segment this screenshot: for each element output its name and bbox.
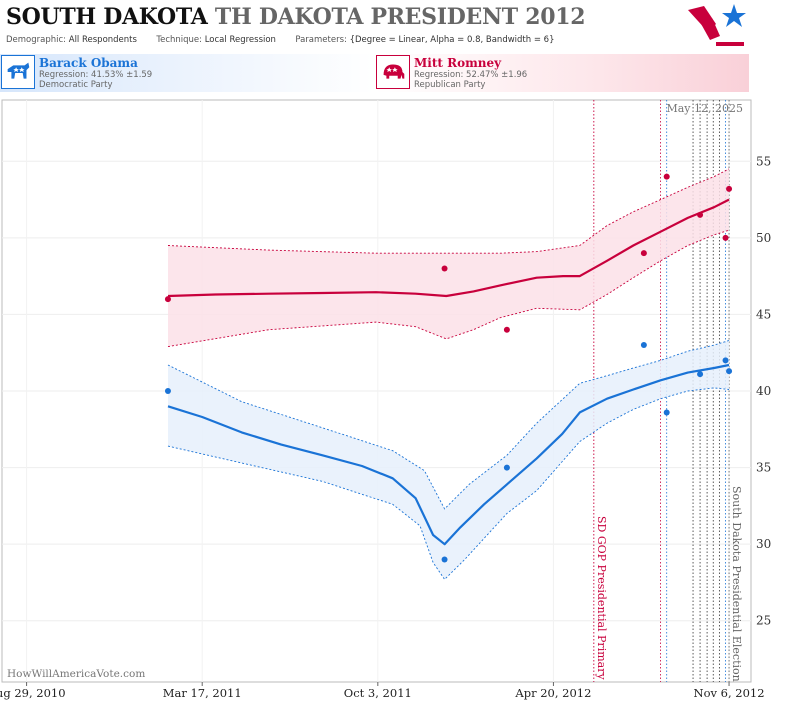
obama-regression-line <box>167 363 730 546</box>
romney-poll-point <box>164 296 171 303</box>
event-label: South Dakota Presidential Election <box>730 486 743 682</box>
header: SOUTH DAKOTA TH DAKOTA PRESIDENT 2012 De… <box>0 0 789 52</box>
date-label: May 12, 2025 <box>666 102 743 115</box>
watermark: HowWillAmericaVote.com <box>7 668 145 680</box>
romney-lower-bound <box>167 229 730 348</box>
obama-poll-point <box>640 342 647 349</box>
demographic-value: All Respondents <box>68 35 137 45</box>
y-tick-label: 25 <box>756 614 771 628</box>
romney-upper-bound <box>167 168 730 254</box>
dem-party: Democratic Party <box>39 80 113 90</box>
demographic-label: Demographic: <box>6 35 67 45</box>
candidate-republican: Mitt Romney Regression: 52.47% ±1.96 Rep… <box>375 54 749 92</box>
rep-candidate-name: Mitt Romney <box>414 56 502 70</box>
technique-value: Local Regression <box>204 35 276 45</box>
y-tick-label: 40 <box>756 384 771 398</box>
romney-poll-point <box>441 265 448 272</box>
romney-poll-point <box>726 185 733 192</box>
event-label: SD GOP Presidential Primary <box>595 516 608 680</box>
technique-label: Technique: <box>156 35 203 45</box>
romney-poll-point <box>697 211 704 218</box>
obama-poll-point <box>164 388 171 394</box>
parameters-label: Parameters: <box>295 35 347 45</box>
obama-confidence-band <box>168 340 729 580</box>
x-tick-label: Apr 20, 2012 <box>514 686 591 700</box>
page-title: SOUTH DAKOTA TH DAKOTA PRESIDENT 2012 <box>6 4 586 30</box>
candidate-democrat: Barack Obama Regression: 41.53% ±1.59 De… <box>0 54 375 92</box>
dem-candidate-name: Barack Obama <box>39 56 138 70</box>
romney-poll-point <box>640 250 647 257</box>
romney-poll-point <box>503 326 510 333</box>
romney-regression-line <box>167 198 730 298</box>
obama-poll-point <box>503 464 510 471</box>
parameters-line: Demographic: All Respondents Technique: … <box>6 35 554 45</box>
x-tick-label: Nov 6, 2012 <box>694 686 765 700</box>
x-tick-label: Mar 17, 2011 <box>163 686 242 700</box>
rep-party: Republican Party <box>414 80 486 90</box>
x-tick-label: Aug 29, 2010 <box>0 686 66 700</box>
obama-poll-point <box>697 371 704 378</box>
parameters-value: {Degree = Linear, Alpha = 0.8, Bandwidth… <box>349 35 555 45</box>
y-tick-label: 55 <box>756 154 771 168</box>
site-logo <box>688 4 746 46</box>
dem-regression: Regression: 41.53% ±1.59 <box>39 70 153 80</box>
obama-poll-point <box>722 357 729 364</box>
title-state: SOUTH DAKOTA <box>6 4 208 30</box>
romney-poll-point <box>663 173 670 180</box>
title-race: TH DAKOTA PRESIDENT 2012 <box>214 4 586 30</box>
poll-chart: SD GOP Presidential Primary South Dakota … <box>0 99 771 700</box>
y-tick-label: 50 <box>756 231 771 245</box>
obama-poll-point <box>726 368 733 375</box>
romney-poll-point <box>722 234 729 241</box>
y-tick-label: 30 <box>756 537 771 551</box>
romney-confidence-band <box>168 168 729 347</box>
donkey-icon <box>1 55 35 89</box>
obama-poll-point <box>663 409 670 416</box>
elephant-icon <box>376 55 410 89</box>
obama-lower-bound <box>167 387 730 581</box>
obama-poll-point <box>441 556 448 563</box>
obama-upper-bound <box>167 340 730 510</box>
y-tick-label: 35 <box>756 461 771 475</box>
x-tick-label: Oct 3, 2011 <box>344 686 412 700</box>
y-tick-label: 45 <box>756 307 771 321</box>
rep-regression: Regression: 52.47% ±1.96 <box>414 70 528 80</box>
